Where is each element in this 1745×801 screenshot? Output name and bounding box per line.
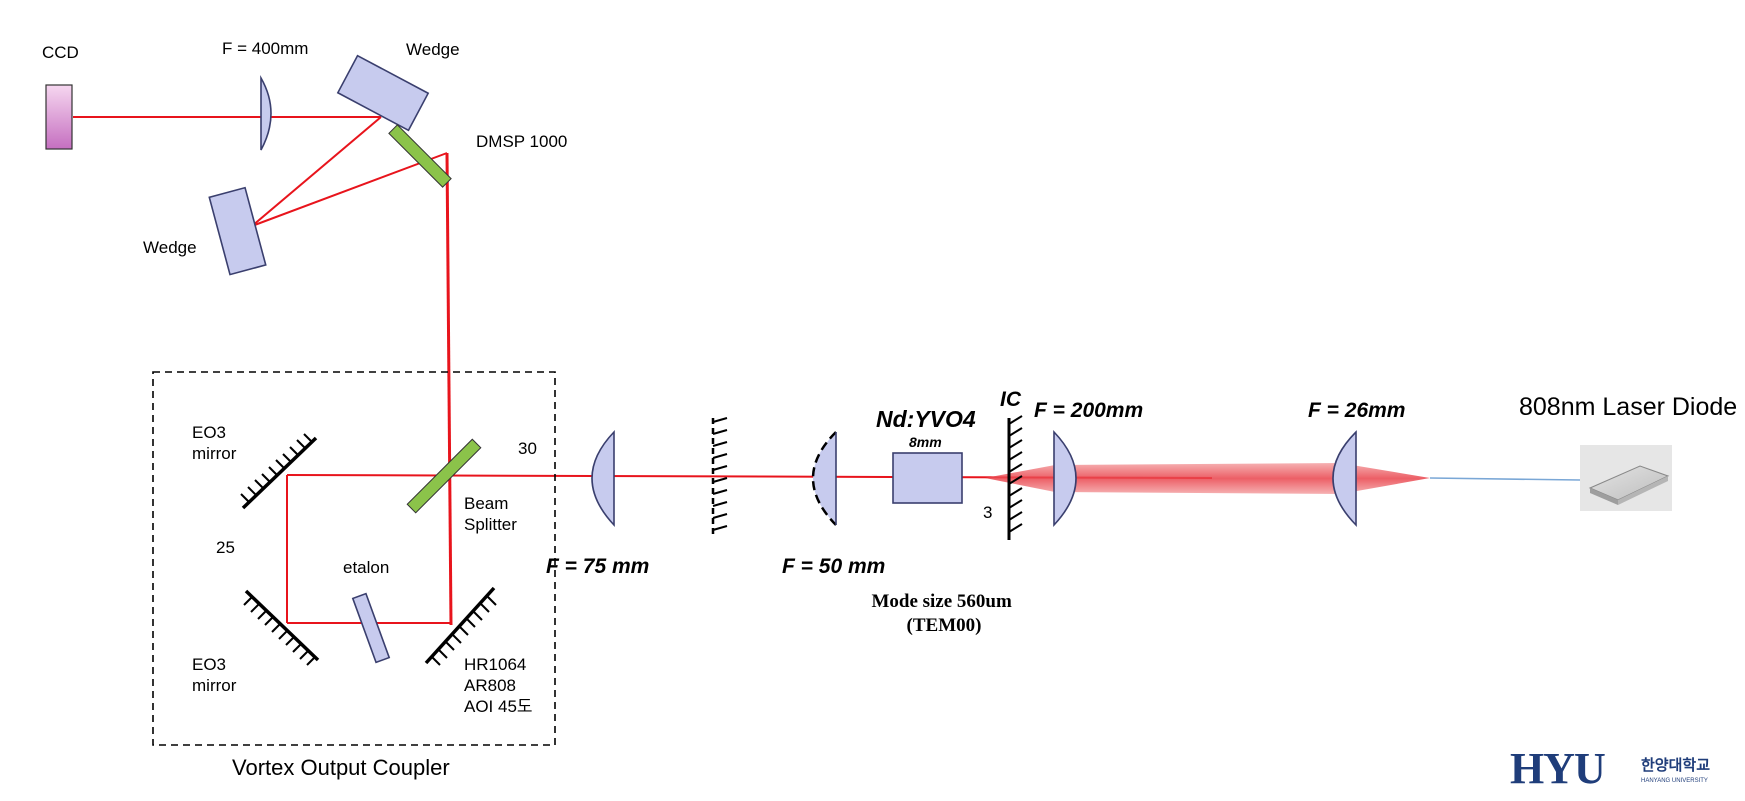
eo3-mirror-bottom: [243, 589, 320, 666]
nd-yvo4-crystal: [892, 452, 963, 504]
hr1064-label: HR1064 AR808 AOI 45도: [464, 655, 533, 716]
distance-30: 30: [518, 439, 537, 458]
laser-diode: [1580, 445, 1672, 511]
lens-f400: [260, 74, 272, 151]
hr1064-mirror: [424, 586, 497, 666]
eo3-mirror-bottom-label: EO3 mirror: [192, 655, 237, 695]
etalon: [351, 592, 391, 664]
wedge-left-label: Wedge: [143, 238, 197, 257]
beam-splitter-label: Beam Splitter: [464, 494, 517, 534]
distance-25: 25: [216, 538, 235, 557]
hyu-logo-english: HANYANG UNIVERSITY: [1641, 778, 1708, 784]
wedge-left: [208, 186, 267, 276]
dmsp-label: DMSP 1000: [476, 132, 567, 151]
hyu-logo-korean: 한양대학교: [1641, 757, 1710, 774]
pump-beam: [985, 463, 1581, 494]
eo3-mirror-top-label: EO3 mirror: [192, 423, 237, 463]
etalon-label: etalon: [343, 558, 389, 577]
dmsp-mirror: [388, 124, 452, 188]
eo3-mirror-top: [240, 433, 318, 510]
lens-f75-label: F = 75 mm: [546, 555, 649, 578]
lens-f200: [1053, 430, 1077, 528]
lens-f50: [811, 431, 837, 526]
crystal-label: Nd:YVO4: [876, 406, 976, 432]
ic-label: IC: [1000, 388, 1022, 411]
distance-3: 3: [983, 503, 992, 522]
laser-diode-label: 808nm Laser Diode: [1519, 393, 1737, 421]
ccd-label: CCD: [42, 43, 79, 62]
hyu-logo: HYU 한양대학교 HANYANG UNIVERSITY: [1510, 744, 1710, 793]
wedge-top-label: Wedge: [406, 40, 460, 59]
ccd-sensor: [45, 84, 73, 150]
lens-f75: [591, 430, 615, 528]
lens-f400-label: F = 400mm: [222, 39, 308, 58]
vortex-output-coupler-box: [152, 371, 556, 746]
mode-size-label: Mode size 560um (TEM00): [871, 591, 1016, 636]
ic-mirror: [1007, 415, 1023, 540]
wedge-top: [336, 54, 430, 132]
lens-f200-label: F = 200mm: [1034, 399, 1143, 422]
crystal-length-label: 8mm: [909, 434, 942, 450]
lens-f50-label: F = 50 mm: [782, 555, 885, 578]
hyu-logo-text: HYU: [1510, 744, 1605, 793]
beam-splitter: [406, 438, 482, 514]
vortex-output-coupler-label: Vortex Output Coupler: [232, 755, 450, 780]
lens-f26-label: F = 26mm: [1308, 399, 1405, 422]
lens-f26: [1332, 430, 1357, 527]
dashed-mirror: [711, 417, 728, 538]
